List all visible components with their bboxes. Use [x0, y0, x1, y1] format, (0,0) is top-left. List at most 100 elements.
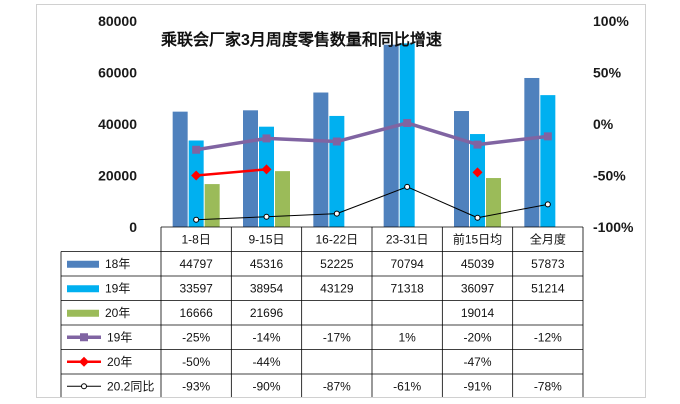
data-label: -78% [534, 379, 562, 393]
bar-19年 [470, 134, 485, 227]
line-segment-19年 [477, 134, 549, 147]
chart-frame: 80000 60000 40000 20000 0 100% 50% 0% -50% -100% 乘… [36, 4, 646, 399]
legend-swatch-18年 [67, 260, 99, 268]
data-label: -91% [463, 379, 491, 393]
point-19年 [473, 140, 482, 149]
point-19年 [262, 134, 271, 143]
legend-marker [79, 356, 89, 367]
y2-tick-label: 50% [593, 65, 622, 81]
data-label: -61% [393, 379, 421, 393]
point-20.2同比 [544, 201, 551, 208]
category-label: 9-15日 [248, 232, 284, 246]
point-19年 [192, 145, 201, 154]
data-label: 57873 [531, 257, 565, 271]
legend-label: 20年 [107, 355, 132, 369]
data-label: 45039 [461, 257, 495, 271]
line-segment-20.2同比 [266, 213, 337, 218]
point-20.2同比 [263, 213, 270, 220]
y-tick-label: 0 [129, 219, 137, 235]
data-label: 33597 [179, 281, 213, 295]
data-label: 1% [398, 330, 416, 344]
bar-18年 [172, 111, 188, 227]
chart: 80000 60000 40000 20000 0 100% 50% 0% -50% -100% 乘… [60, 13, 634, 399]
point-20年 [191, 170, 202, 181]
legend-marker [81, 383, 87, 390]
data-label: -44% [252, 355, 280, 369]
bar-18年 [524, 77, 540, 228]
data-label: -47% [463, 355, 491, 369]
data-label: 44797 [179, 257, 213, 271]
y2-tick-label: 100% [593, 13, 629, 29]
point-19年 [332, 137, 341, 146]
line-segment-19年 [406, 121, 479, 147]
data-label: -90% [252, 379, 280, 393]
point-20.2同比 [474, 214, 481, 221]
legend-label: 18年 [105, 257, 130, 271]
line-segment-20.2同比 [196, 216, 267, 221]
category-label: 前15日均 [453, 231, 502, 246]
data-label: 21696 [250, 306, 284, 320]
point-20.2同比 [333, 210, 340, 217]
data-label: 51214 [531, 281, 565, 295]
data-label: -87% [323, 379, 351, 393]
category-label: 16-22日 [315, 232, 358, 246]
legend-swatch-19年 [67, 285, 99, 293]
point-19年 [543, 132, 552, 141]
legend-swatch-20年 [67, 309, 99, 317]
point-20.2同比 [193, 216, 200, 223]
point-20.2同比 [404, 183, 411, 190]
line-segment-19年 [336, 121, 408, 144]
y-tick-label: 20000 [98, 168, 137, 184]
legend-label: 20年 [105, 306, 130, 320]
legend-label: 19年 [107, 330, 132, 344]
data-label: 52225 [320, 257, 354, 271]
bar-19年 [188, 140, 204, 227]
bar-18年 [243, 110, 258, 227]
y2-tick-label: 0% [593, 116, 614, 132]
data-label: 71318 [390, 281, 424, 295]
legend-marker [80, 333, 88, 342]
y2-tick-label: -100% [593, 219, 634, 235]
data-label: 19014 [461, 306, 495, 320]
y2-tick-label: -50% [593, 168, 626, 184]
bar-20年 [486, 178, 501, 227]
data-label: 38954 [250, 281, 284, 295]
line-segment-20.2同比 [336, 186, 408, 215]
category-label: 23-31日 [386, 232, 429, 246]
data-label: -17% [323, 330, 351, 344]
line-segment-20年 [196, 168, 267, 177]
bar-19年 [540, 95, 556, 227]
category-label: 1-8日 [181, 232, 210, 246]
chart-title: 乘联会厂家3月周度零售数量和同比增速 [160, 30, 442, 49]
y-tick-label: 40000 [98, 116, 137, 132]
bar-20年 [204, 184, 220, 227]
bar-18年 [313, 92, 329, 227]
bar-18年 [383, 44, 399, 228]
point-20年 [472, 167, 483, 178]
data-label: -14% [252, 330, 280, 344]
legend-label: 20.2同比 [107, 379, 154, 393]
data-label: 70794 [390, 257, 424, 271]
category-label: 全月度 [530, 231, 566, 246]
data-label: 16666 [179, 306, 213, 320]
y-tick-label: 80000 [98, 13, 137, 29]
line-segment-20.2同比 [406, 186, 478, 219]
line-segment-19年 [266, 136, 337, 144]
data-label: 43129 [320, 281, 354, 295]
data-label: 36097 [461, 281, 495, 295]
bar-19年 [399, 43, 415, 227]
y-tick-label: 60000 [98, 65, 137, 81]
bar-18年 [454, 111, 469, 227]
point-19年 [403, 118, 412, 127]
data-label: -25% [182, 330, 210, 344]
data-label: -12% [534, 330, 562, 344]
legend-label: 19年 [105, 281, 130, 295]
bar-20年 [275, 171, 290, 227]
line-segment-20.2同比 [477, 203, 548, 219]
bar-19年 [329, 115, 345, 227]
data-label: -20% [463, 330, 491, 344]
point-20年 [261, 164, 272, 175]
data-label: -50% [182, 355, 210, 369]
bar-19年 [259, 126, 274, 227]
data-label: 45316 [250, 257, 284, 271]
